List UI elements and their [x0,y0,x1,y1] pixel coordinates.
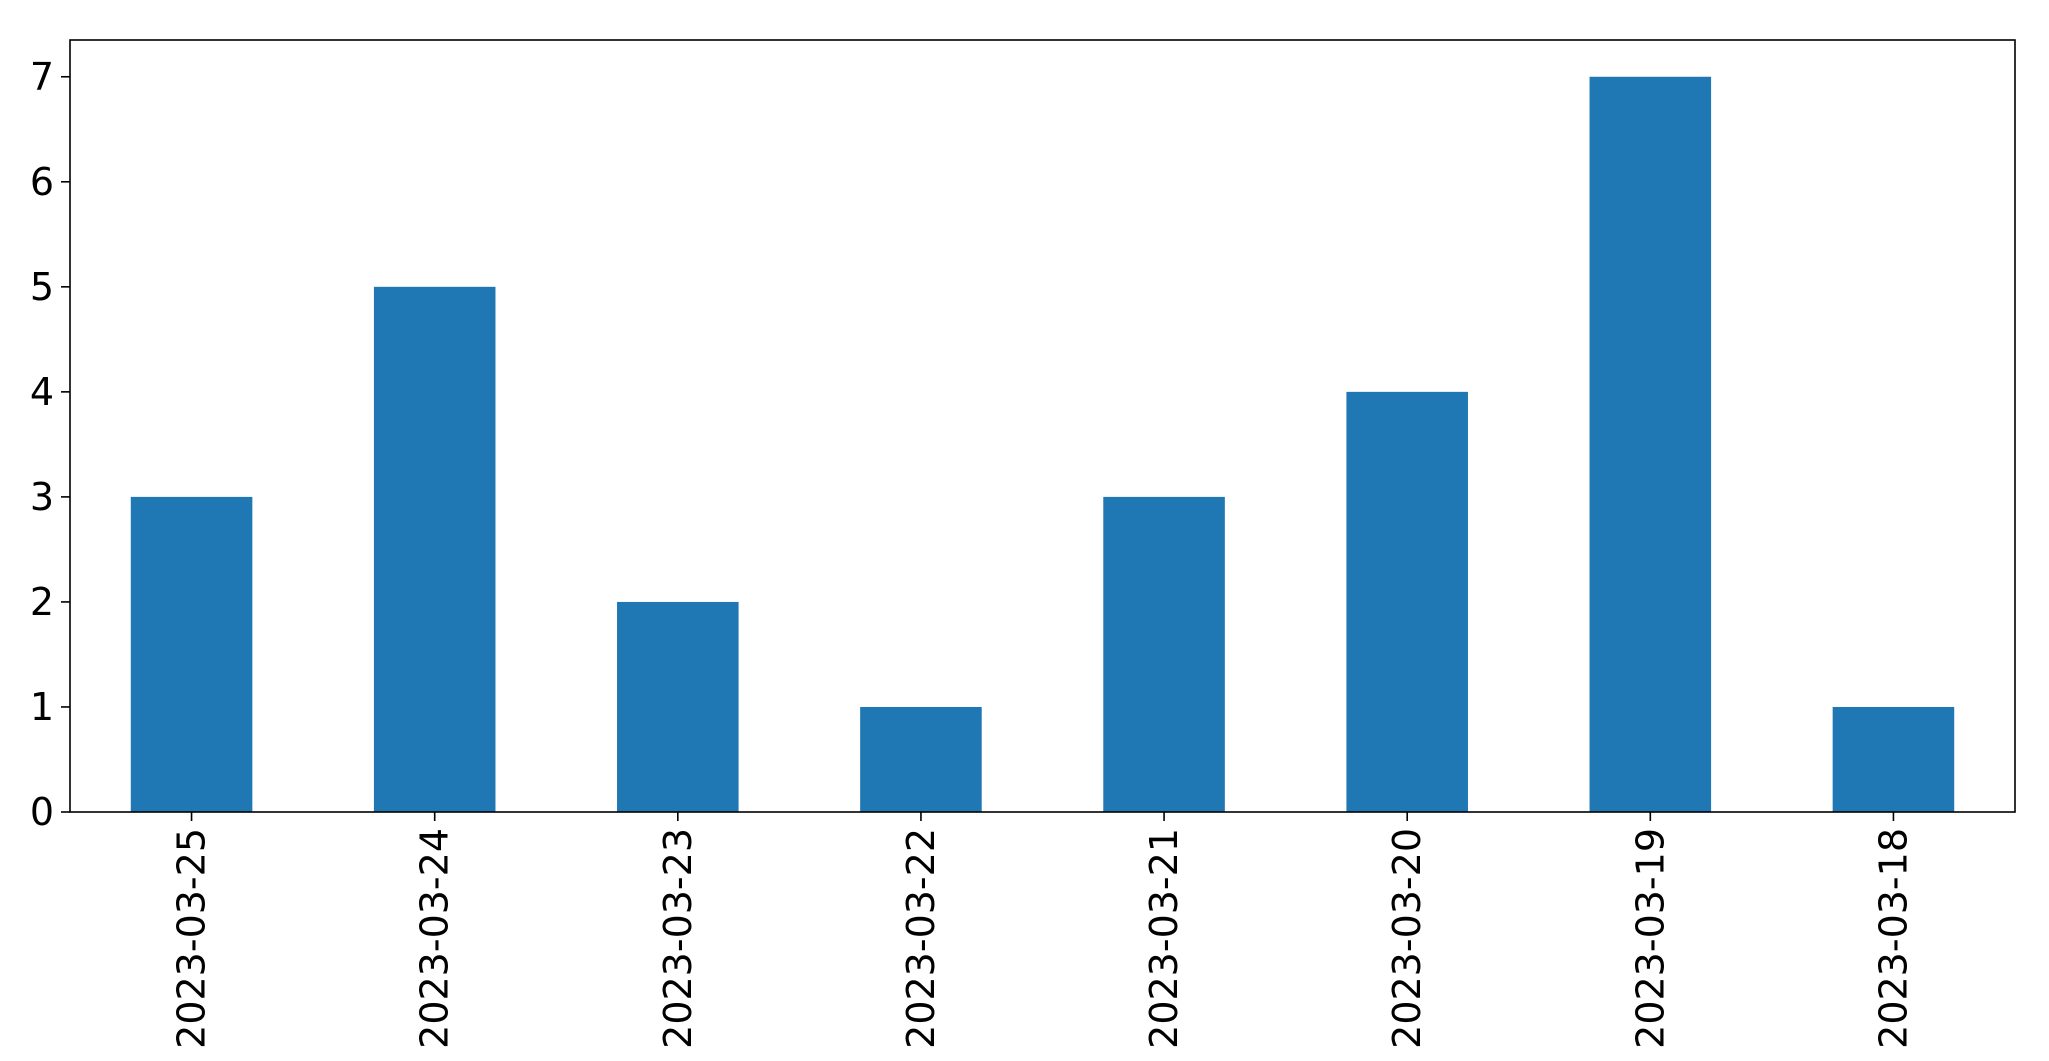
bar-2023-03-18 [1832,706,1955,812]
x-tick-label: 2023-03-18 [1871,828,1915,1049]
bar-2023-03-21 [1103,496,1225,812]
bar-2023-03-19 [1589,76,1712,812]
y-tick-label: 0 [30,790,54,834]
bar-2023-03-25 [130,496,253,812]
bar-2023-03-24 [373,286,496,812]
y-tick-label: 5 [30,265,54,309]
axes-frame [69,39,2016,813]
y-tick-label: 6 [30,160,54,204]
y-tick-label: 1 [30,685,54,729]
x-tick-label: 2023-03-22 [899,828,943,1049]
bar-2023-03-22 [860,706,982,812]
x-tick-label: 2023-03-23 [656,828,700,1049]
x-axis: 2023-03-25 2023-03-24 2023-03-23 2023-03-22… [170,812,1915,1049]
y-tick-label: 7 [30,55,54,99]
y-axis: 0 1 2 3 4 5 6 7 [30,55,70,834]
x-tick-label: 2023-03-24 [413,828,457,1049]
y-tick-label: 3 [30,475,54,519]
y-tick-label: 4 [30,370,54,414]
x-tick-label: 2023-03-19 [1628,828,1672,1049]
x-tick-label: 2023-03-21 [1142,828,1186,1049]
x-tick-label: 2023-03-20 [1385,828,1429,1049]
x-tick-label: 2023-03-25 [170,828,214,1049]
bar-2023-03-23 [617,601,739,812]
bars-layer [130,76,1955,812]
bar-2023-03-20 [1346,391,1468,812]
y-tick-label: 2 [30,580,54,624]
